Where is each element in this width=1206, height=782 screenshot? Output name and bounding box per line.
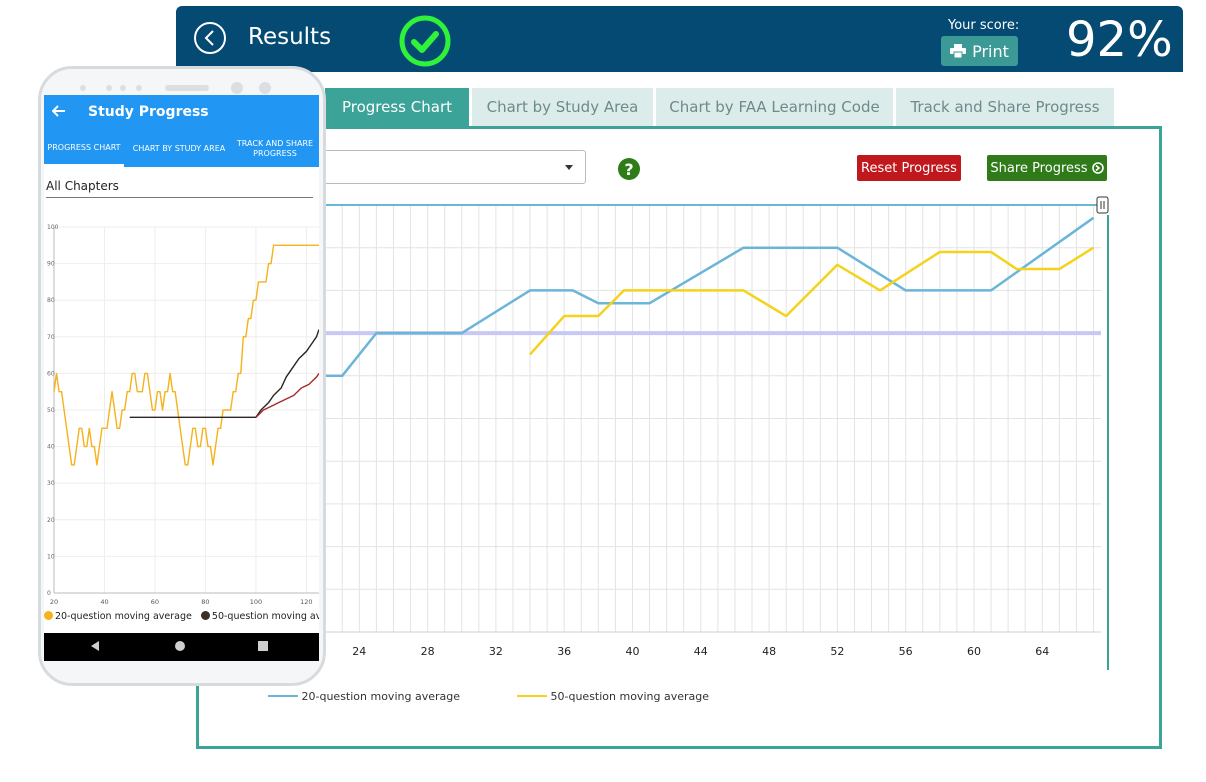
legend-item-20q: 20-question moving average [268,690,460,703]
x-tick-label: 24 [352,645,366,658]
phone-y-tick-label: 70 [47,334,55,341]
chart-grid [322,204,1109,670]
phone-chapter-dropdown[interactable]: All Chapters [46,179,313,198]
phone-y-tick-label: 10 [47,553,55,560]
chevron-left-icon [204,30,214,46]
phone-x-tick-label: 100 [250,598,262,606]
share-progress-label: Share Progress [990,160,1088,176]
series-line-20q [322,216,1095,378]
series-group [322,216,1095,378]
score-label: Your score: [948,18,1020,33]
phone-series-line-0 [53,244,319,466]
phone-legend-50q: 50-question moving avera [211,611,319,622]
phone-y-tick-label: 50 [47,407,55,414]
x-tick-label: 28 [421,645,435,658]
phone-nav-bar [44,633,319,661]
nav-back-icon[interactable] [88,639,102,653]
legend-swatch-20q [268,695,298,697]
phone-series-group [53,244,319,466]
phone-x-tick-label: 120 [300,598,312,606]
x-tick-label: 32 [489,645,503,658]
x-tick-label: 52 [830,645,844,658]
progress-chart-panel [196,126,1162,749]
legend-swatch-50q [517,695,547,697]
page-title: Results [248,24,332,50]
check-circle-icon [399,15,451,67]
phone-x-tick-label: 40 [100,598,108,606]
phone-legend: 20-question moving average 50-question m… [44,611,319,627]
phone-axis-ticks: 0 10 20 30 40 50 60 70 80 90 100 20 40 60 80 100 120 [47,224,313,606]
printer-icon [950,44,967,58]
phone-legend-20q: 20-question moving average [55,611,192,622]
x-tick-label: 64 [1035,645,1049,658]
print-label: Print [972,41,1009,61]
phone-tab-progress-chart[interactable]: PROGRESS CHART [44,131,124,167]
phone-x-tick-label: 60 [151,598,159,606]
tab-chart-by-faa-learning-code[interactable]: Chart by FAA Learning Code [656,88,893,126]
phone-legend-dot-20q [44,611,53,620]
arrow-circle-right-icon [1091,162,1104,174]
phone-progress-chart: 0 10 20 30 40 50 60 70 80 90 100 20 40 60 80 100 120 [47,224,319,606]
arrow-left-icon[interactable] [51,103,66,122]
phone-x-tick-label: 80 [201,598,209,606]
nav-home-icon[interactable] [173,639,187,653]
x-tick-label: 60 [967,645,981,658]
phone-series-line-1 [129,329,319,419]
print-button[interactable]: Print [941,36,1018,66]
x-tick-label: 56 [899,645,913,658]
nav-recents-icon[interactable] [256,639,270,653]
share-progress-button[interactable]: Share Progress [987,155,1107,181]
phone-screen: Study Progress PROGRESS CHART CHART BY S… [44,95,319,661]
score-value: 92% [1066,12,1173,68]
progress-line-chart: 24 28 32 36 40 44 48 52 56 60 64 [320,196,1109,670]
results-header: Results Your score: Print 92% [176,6,1183,72]
caret-down-icon [565,165,573,170]
series-line-50q [529,246,1095,356]
x-tick-label: 44 [694,645,708,658]
phone-y-tick-label: 20 [47,517,55,524]
x-tick-label: 48 [762,645,776,658]
phone-y-tick-label: 0 [47,590,51,597]
x-axis-ticks: 24 28 32 36 40 44 48 52 56 60 64 [352,645,1049,658]
phone-series-line-2 [255,373,319,418]
phone-y-tick-label: 80 [47,297,55,304]
phone-tab-chart-by-study-area[interactable]: CHART BY STUDY AREA [132,144,226,153]
legend-label-20q: 20-question moving average [301,690,460,703]
legend-item-50q: 50-question moving average [517,690,709,703]
legend-label-50q: 50-question moving average [550,690,709,703]
chapter-select[interactable] [290,150,586,184]
phone-y-tick-label: 90 [47,261,55,268]
x-tick-label: 36 [557,645,571,658]
phone-y-tick-label: 40 [47,444,55,451]
phone-top-bezel [80,82,271,94]
scroll-handle[interactable] [1096,196,1109,214]
phone-y-tick-label: 100 [47,224,59,231]
tab-progress-chart[interactable]: Progress Chart [325,88,469,126]
phone-x-tick-label: 20 [50,598,58,606]
phone-tab-track-and-share[interactable]: TRACK AND SHARE PROGRESS [236,139,314,158]
phone-legend-dot-50q [200,611,210,620]
help-icon[interactable]: ? [618,158,640,180]
phone-tab-bar: PROGRESS CHART CHART BY STUDY AREA TRACK… [44,131,319,167]
tab-track-and-share-progress[interactable]: Track and Share Progress [896,88,1114,126]
back-button[interactable] [194,22,226,54]
phone-app-bar: Study Progress [44,95,319,131]
phone-chart-grid [53,226,319,594]
phone-y-tick-label: 30 [47,480,55,487]
phone-y-tick-label: 60 [47,370,55,377]
tab-chart-by-study-area[interactable]: Chart by Study Area [472,88,653,126]
phone-title: Study Progress [88,104,209,120]
reset-progress-button[interactable]: Reset Progress [857,155,961,181]
x-tick-label: 40 [625,645,639,658]
